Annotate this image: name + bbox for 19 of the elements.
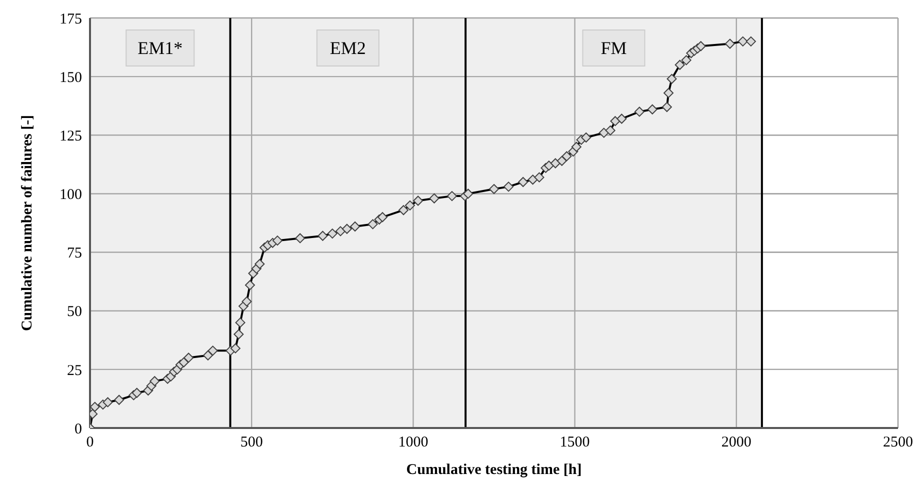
band-label: EM1*	[138, 38, 183, 58]
band-label: FM	[600, 38, 627, 58]
y-tick-label: 175	[60, 11, 82, 28]
y-tick-label: 125	[60, 128, 82, 144]
x-axis-title: Cumulative testing time [h]	[406, 462, 582, 478]
y-tick-label: 25	[67, 362, 82, 379]
y-axis-title: Cumulative number of failures [-]	[19, 114, 36, 332]
y-tick-label: 75	[67, 246, 82, 262]
band-label: EM2	[330, 38, 366, 58]
x-tick-label: 2000	[721, 434, 752, 451]
y-tick-label: 0	[74, 421, 82, 438]
x-tick-label: 0	[86, 434, 94, 451]
x-tick-label: 2500	[883, 434, 913, 451]
x-tick-label: 1000	[398, 434, 428, 451]
y-tick-label: 150	[60, 70, 82, 86]
x-tick-label: 500	[240, 434, 263, 451]
x-tick-label: 1500	[560, 434, 590, 451]
y-tick-label: 100	[60, 187, 82, 204]
y-tick-label: 50	[67, 304, 82, 320]
